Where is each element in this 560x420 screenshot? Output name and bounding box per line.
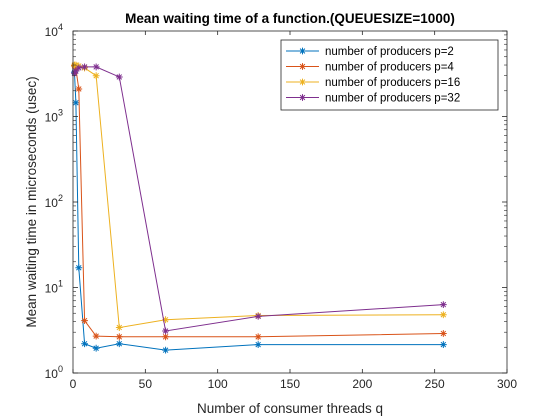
x-tick-label: 200	[352, 377, 372, 391]
data-point-marker	[162, 333, 169, 341]
series-layer	[71, 61, 447, 354]
legend-marker	[299, 47, 306, 55]
legend-item: number of producers p=2	[286, 46, 454, 58]
data-point-marker	[254, 341, 262, 348]
x-tick-label: 300	[497, 377, 517, 391]
x-axis-label: Number of consumer threads q	[197, 401, 383, 416]
data-point-marker	[162, 316, 169, 324]
data-point-marker	[254, 333, 262, 341]
legend-item: number of producers p=16	[286, 77, 460, 89]
legend-marker	[299, 63, 306, 70]
y-axis-label: Mean waiting time in microseconds (usec)	[24, 76, 39, 327]
chart-title: Mean waiting time of a function.(QUEUESI…	[125, 11, 455, 26]
data-point-marker	[162, 346, 169, 354]
legend: number of producers p=2 number of produce…	[280, 39, 499, 111]
data-point-marker	[81, 340, 88, 348]
data-point-marker	[439, 301, 447, 309]
data-point-marker	[439, 341, 447, 348]
data-point-marker	[81, 317, 88, 325]
legend-item: number of producers p=4	[286, 62, 454, 74]
data-point-marker	[115, 340, 123, 348]
data-point-marker	[439, 311, 447, 319]
legend-item: number of producers p=32	[286, 93, 460, 105]
legend-label: number of producers p=2	[325, 46, 454, 58]
data-point-marker	[92, 72, 100, 80]
data-point-marker	[75, 64, 83, 72]
data-point-marker	[72, 67, 80, 75]
x-tick-label: 100	[208, 377, 228, 391]
data-point-marker	[254, 312, 262, 320]
data-point-marker	[72, 99, 80, 107]
y-tick-label: 101	[45, 279, 63, 296]
data-point-marker	[115, 324, 123, 331]
data-point-marker	[92, 344, 100, 352]
data-point-marker	[71, 69, 78, 77]
x-tick-label: 0	[70, 377, 77, 391]
data-point-marker	[439, 330, 447, 337]
legend-label: number of producers p=4	[325, 62, 454, 74]
y-tick-label: 103	[45, 108, 63, 125]
data-point-marker	[162, 327, 169, 335]
legend-label: number of producers p=32	[325, 93, 460, 105]
series-4	[71, 63, 447, 335]
x-tick-label: 150	[280, 377, 300, 391]
data-point-marker	[115, 333, 123, 341]
y-tick-label: 104	[45, 22, 63, 39]
data-point-marker	[115, 73, 123, 81]
data-point-marker	[92, 332, 100, 340]
data-point-marker	[75, 85, 83, 93]
legend-marker	[299, 94, 306, 101]
legend-box	[280, 39, 499, 111]
legend-label: number of producers p=16	[325, 77, 460, 89]
data-point-marker	[75, 264, 83, 272]
y-tick-label: 102	[45, 193, 63, 210]
legend-marker	[299, 78, 306, 86]
data-point-marker	[92, 63, 100, 71]
x-tick-label: 250	[425, 377, 445, 391]
y-tick-label: 100	[45, 364, 63, 381]
data-point-marker	[81, 63, 88, 71]
axes: 0 50 100 150 200 250 300 100 101 102 103 104	[45, 22, 518, 391]
x-tick-label: 50	[139, 377, 153, 391]
